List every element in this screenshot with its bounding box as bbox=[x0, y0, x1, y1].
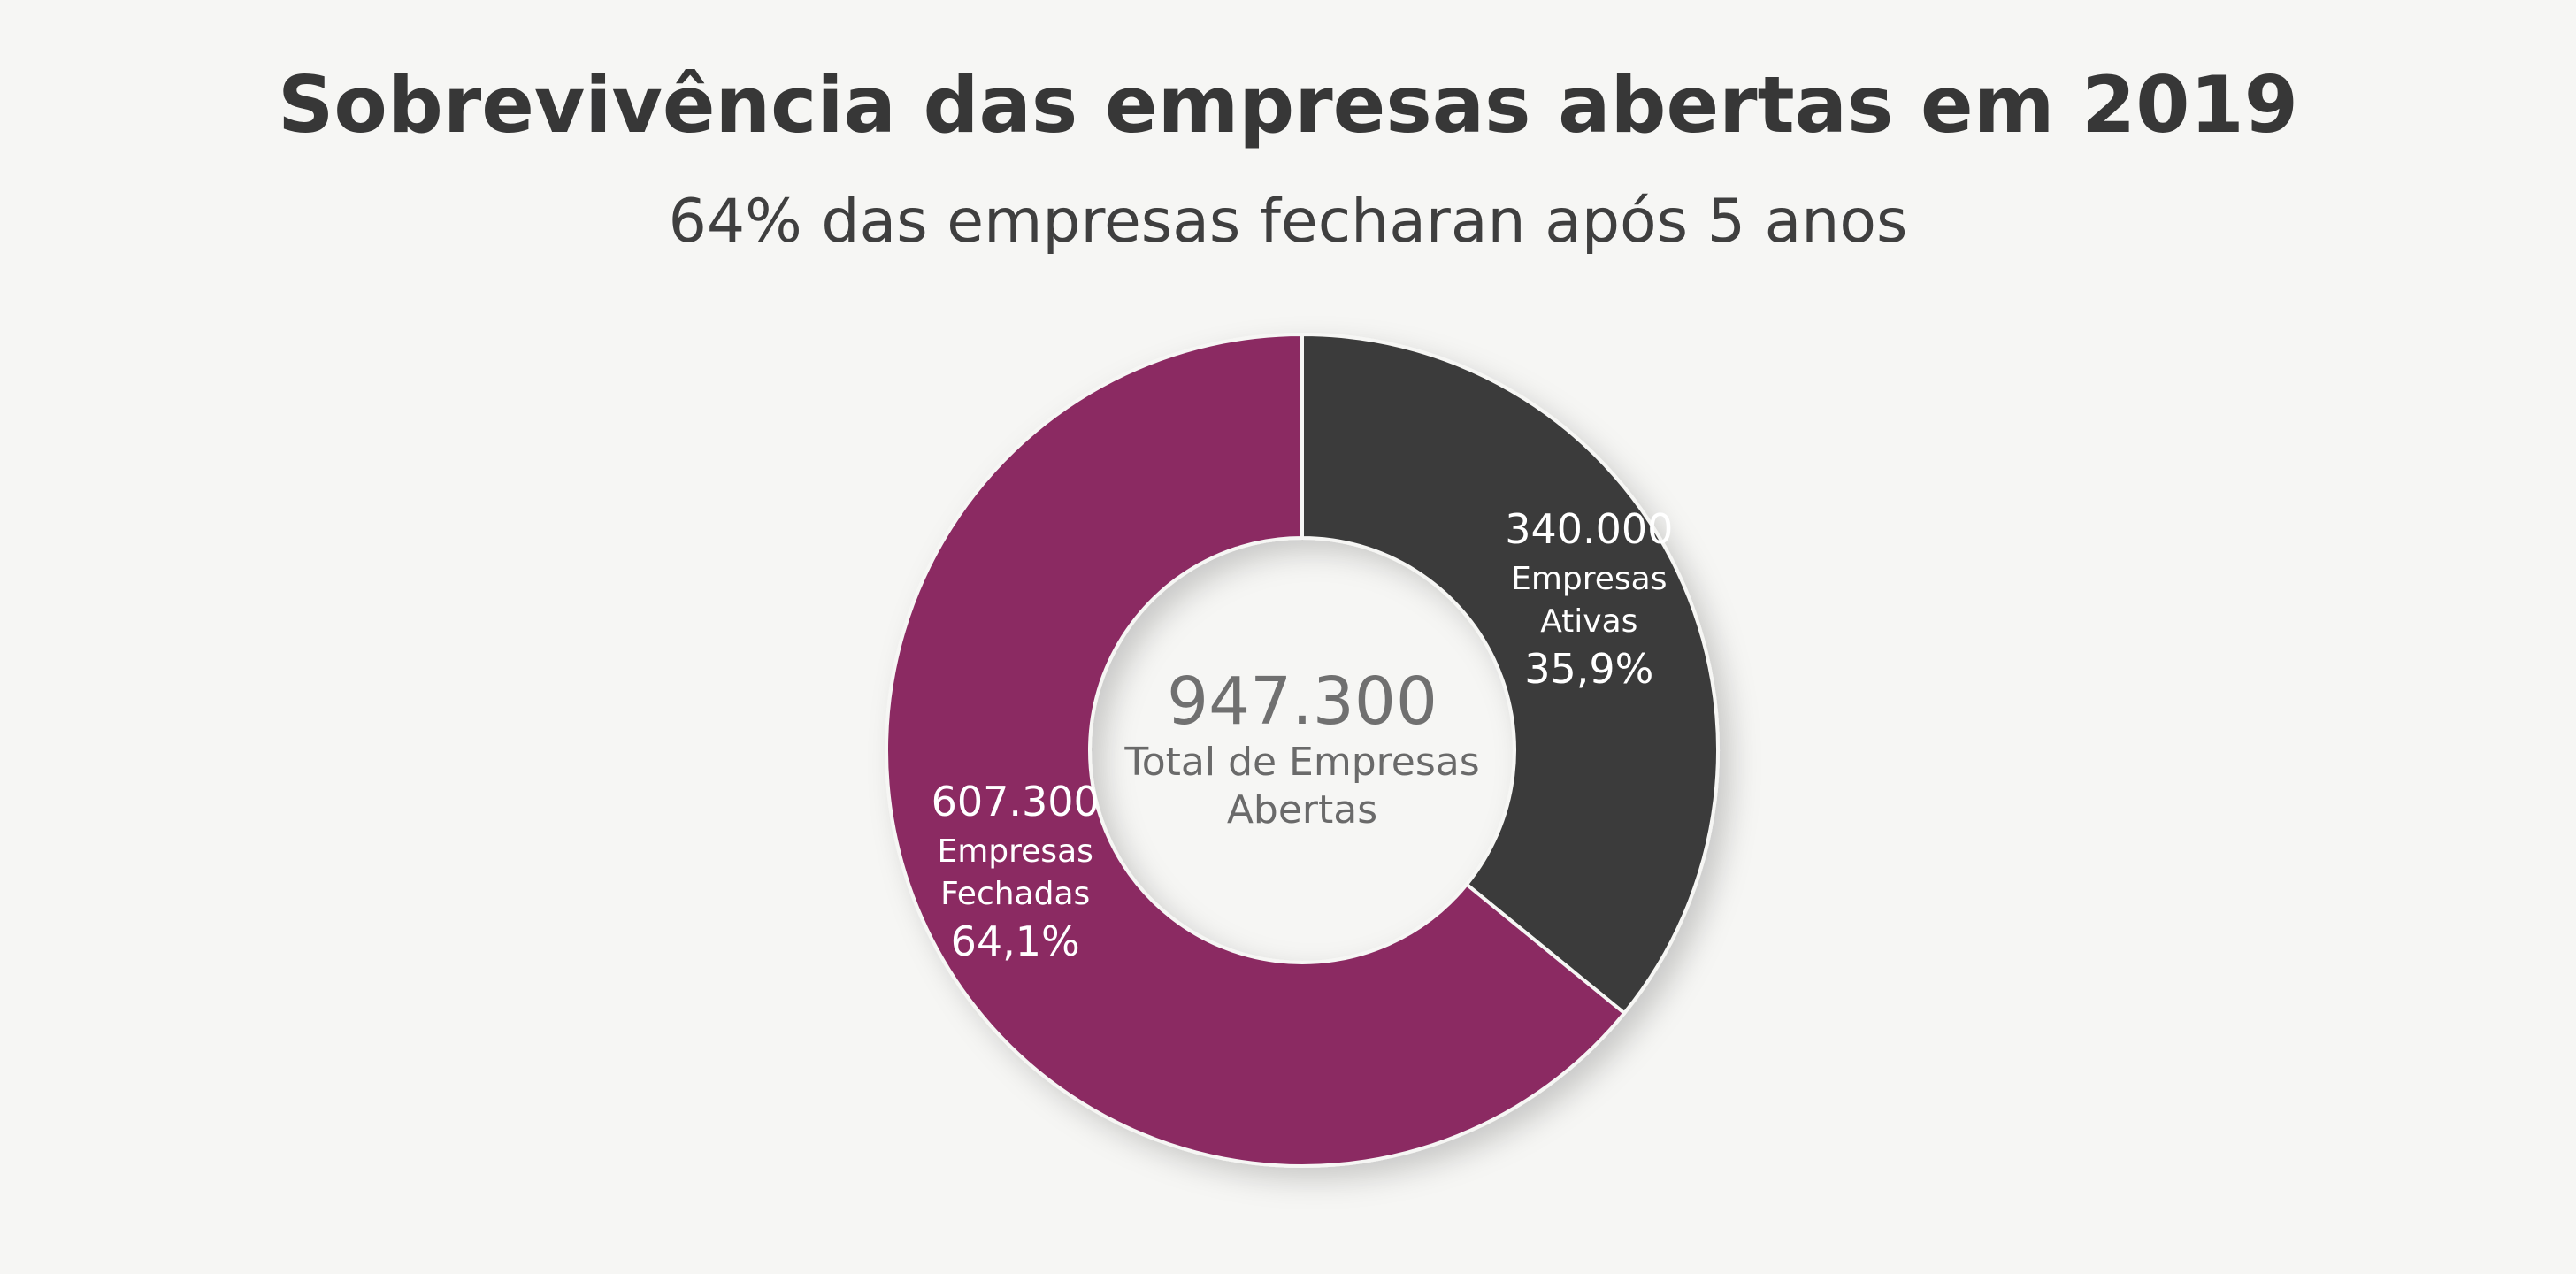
chart-title: Sobrevivência das empresas abertas em 20… bbox=[278, 59, 2298, 150]
donut-slice-0 bbox=[1300, 332, 1720, 1016]
chart-subtitle: 64% das empresas fecharan após 5 anos bbox=[668, 187, 1908, 257]
slice-value-label-0: 340.000 bbox=[1505, 505, 1673, 553]
donut-center: 947.300 Total de Empresas Abertas bbox=[1123, 664, 1479, 833]
center-total-label-line2: Abertas bbox=[1227, 787, 1377, 833]
slice-name-label-line2-0: Ativas bbox=[1540, 603, 1637, 640]
slice-name-label-1: Empresas bbox=[937, 833, 1092, 870]
donut-slice-1 bbox=[885, 332, 1627, 1168]
donut-slices bbox=[885, 332, 1720, 1168]
center-total-label: Total de Empresas bbox=[1123, 740, 1479, 785]
slice-name-label-0: Empresas bbox=[1511, 561, 1667, 597]
slice-name-label-line2-1: Fechadas bbox=[940, 876, 1090, 912]
center-total-value: 947.300 bbox=[1167, 664, 1438, 740]
slice-percent-label-0: 35,9% bbox=[1524, 645, 1653, 693]
slice-percent-label-1: 64,1% bbox=[951, 917, 1080, 965]
slice-value-label-1: 607.300 bbox=[932, 778, 1100, 825]
slice-labels: 340.000 Empresas Ativas 35,9% 607.300 Empresa… bbox=[932, 505, 1674, 965]
